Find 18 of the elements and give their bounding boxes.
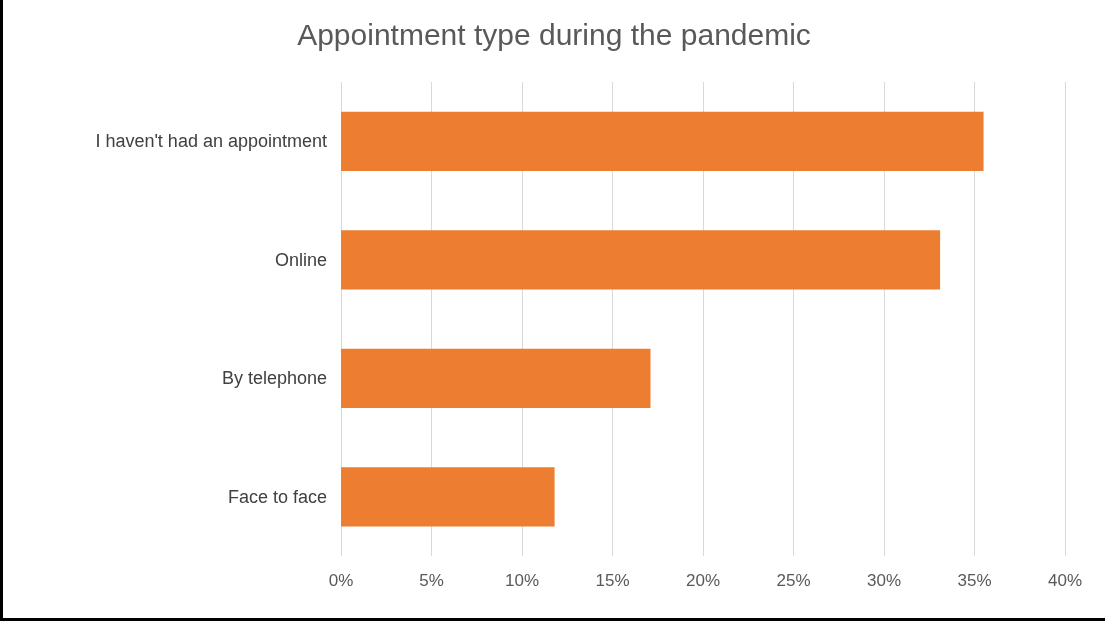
x-tick-label: 20% xyxy=(685,571,721,590)
y-tick-label: Online xyxy=(274,249,327,270)
x-tick-label: 30% xyxy=(866,571,902,590)
chart-title: Appointment type during the pandemic xyxy=(297,17,811,51)
bar xyxy=(341,111,984,171)
x-tick-label: 0% xyxy=(328,571,354,590)
bar xyxy=(341,230,941,290)
x-tick-label: 5% xyxy=(419,571,444,590)
bar xyxy=(341,348,651,408)
y-tick-label: By telephone xyxy=(221,368,327,389)
y-tick-label: Face to face xyxy=(227,486,327,507)
x-tick-label: 35% xyxy=(957,571,992,590)
x-tick-label: 10% xyxy=(504,571,540,590)
x-tick-label: 40% xyxy=(1047,571,1083,590)
y-tick-label: I haven't had an appointment xyxy=(95,131,327,152)
x-tick-label: 25% xyxy=(776,571,811,590)
bar xyxy=(341,467,555,527)
x-tick-label: 15% xyxy=(595,571,630,590)
